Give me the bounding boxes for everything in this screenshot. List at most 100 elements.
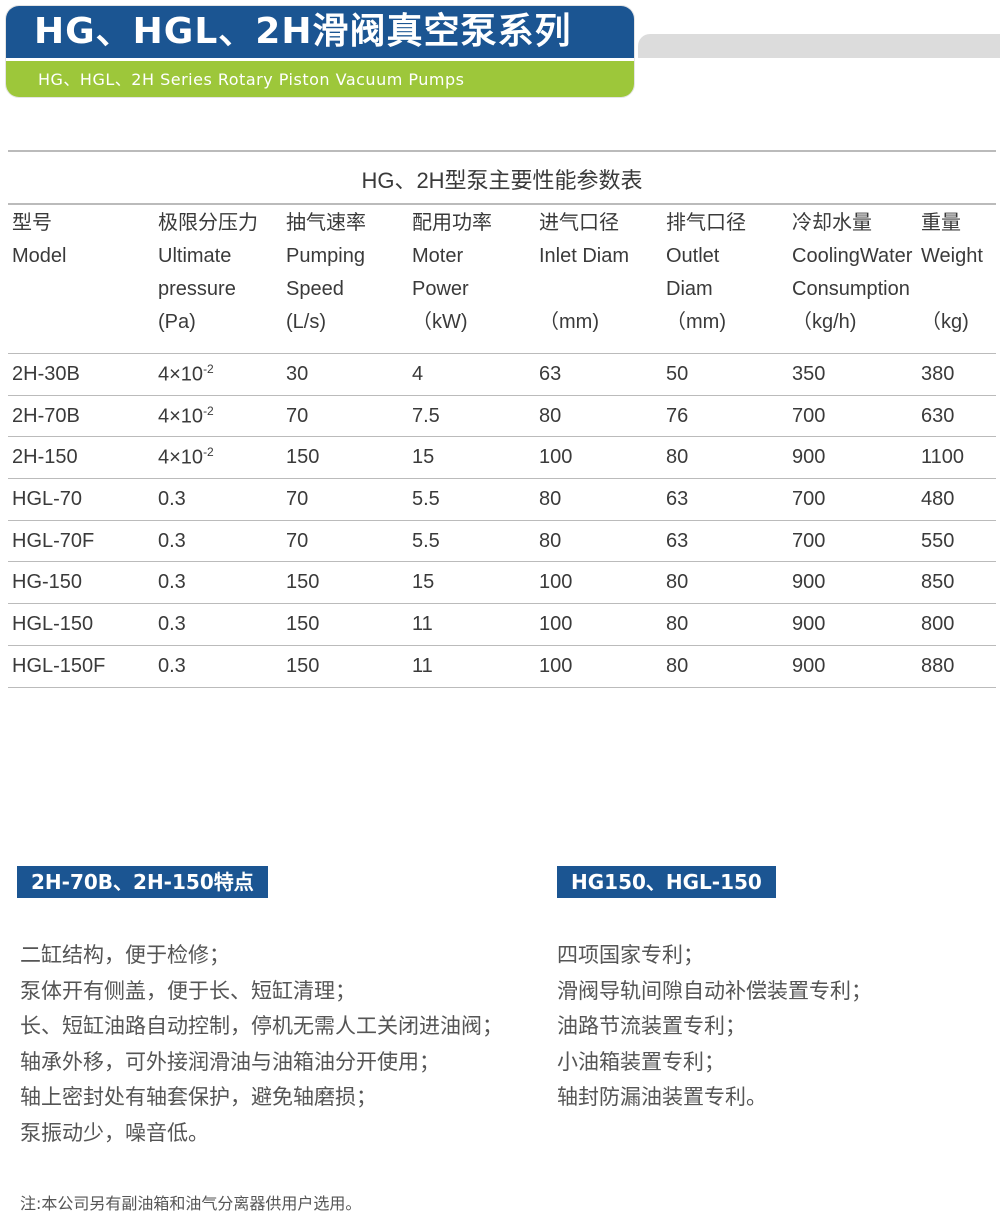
cell-weight: 800: [917, 603, 996, 646]
column-header-line: Diam: [666, 278, 713, 300]
column-header-line: Pumping: [286, 245, 365, 267]
cell-inlet: 100: [535, 603, 662, 646]
column-header-line: Weight: [921, 245, 983, 267]
cell-inlet: 63: [535, 353, 662, 396]
cell-weight: 480: [917, 478, 996, 521]
cell-power: 11: [408, 645, 535, 688]
cell-power: 4: [408, 353, 535, 396]
cell-pressure: 4×10-2: [154, 395, 282, 438]
cell-water: 900: [788, 645, 917, 688]
features-right-list: 四项国家专利； 滑阀导轨间隙自动补偿装置专利； 油路节流装置专利； 小油箱装置专利； 轴…: [557, 938, 872, 1116]
cell-water: 700: [788, 520, 917, 563]
cell-outlet: 80: [662, 561, 788, 605]
cell-water: 900: [788, 436, 917, 480]
spec-table: HG、2H型泵主要性能参数表 型号 Model 极限分压力 Ultimate press…: [8, 150, 996, 688]
cell-outlet: 76: [662, 395, 788, 438]
cell-water: 350: [788, 353, 917, 396]
decorative-bar: [638, 34, 1000, 58]
column-header-line: [12, 273, 154, 306]
cell-inlet: 80: [535, 478, 662, 521]
column-header-line: 配用功率: [412, 212, 492, 234]
features-left-list: 二缸结构，便于检修； 泵体开有侧盖，便于长、短缸清理； 长、短缸油路自动控制，停机无…: [20, 938, 503, 1151]
column-header-line: 极限分压力: [158, 212, 258, 234]
cell-pressure: 0.3: [154, 645, 282, 688]
cell-outlet: 80: [662, 436, 788, 480]
feature-item: 泵振动少，噪音低。: [20, 1120, 209, 1145]
cell-speed: 70: [282, 478, 408, 521]
column-header-line: [921, 273, 996, 306]
page-subtitle: HG、HGL、2H Series Rotary Piston Vacuum Pu…: [6, 58, 634, 97]
cell-power: 5.5: [408, 520, 535, 563]
column-header-line: Model: [12, 245, 67, 267]
cell-weight: 850: [917, 561, 996, 605]
cell-power: 5.5: [408, 478, 535, 521]
column-header-line: CoolingWater: [792, 245, 913, 267]
cell-power: 7.5: [408, 395, 535, 438]
column-header-line: 型号: [12, 212, 52, 234]
page-title: HG、HGL、2H滑阀真空泵系列: [6, 6, 634, 58]
table-row: 2H-70B 4×10-2 70 7.5 80 76 700 630: [8, 395, 996, 438]
cell-pressure: 4×10-2: [154, 436, 282, 480]
cell-speed: 150: [282, 603, 408, 646]
column-header-line: [539, 273, 662, 306]
table-row: HG-150 0.3 150 15 100 80 900 850: [8, 561, 996, 605]
column-header-line: Ultimate: [158, 245, 232, 267]
column-header-line: （kg): [921, 311, 969, 333]
column-header-line: （kg/h): [792, 311, 857, 333]
cell-outlet: 50: [662, 353, 788, 396]
features-left-title: 2H-70B、2H-150特点: [17, 866, 268, 898]
column-header: 排气口径 Outlet Diam （mm): [662, 205, 788, 354]
cell-water: 700: [788, 478, 917, 521]
table-caption: HG、2H型泵主要性能参数表: [8, 150, 996, 205]
cell-speed: 150: [282, 645, 408, 688]
cell-model: HGL-150F: [8, 645, 154, 688]
cell-pressure: 0.3: [154, 561, 282, 605]
cell-model: HGL-70: [8, 478, 154, 521]
cell-model: 2H-30B: [8, 353, 154, 396]
cell-inlet: 100: [535, 645, 662, 688]
cell-pressure: 0.3: [154, 478, 282, 521]
cell-outlet: 63: [662, 478, 788, 521]
feature-item: 滑阀导轨间隙自动补偿装置专利；: [557, 978, 872, 1003]
column-header: 极限分压力 Ultimate pressure (Pa): [154, 205, 282, 354]
feature-item: 长、短缸油路自动控制，停机无需人工关闭进油阀；: [20, 1014, 503, 1038]
cell-inlet: 80: [535, 520, 662, 563]
table-row: HGL-150 0.3 150 11 100 80 900 800: [8, 603, 996, 646]
cell-outlet: 80: [662, 603, 788, 646]
cell-inlet: 100: [535, 436, 662, 480]
feature-item: 轴封防漏油装置专利。: [557, 1085, 767, 1109]
cell-outlet: 80: [662, 645, 788, 688]
column-header-line: Moter: [412, 245, 464, 267]
column-header-line: 抽气速率: [286, 212, 366, 234]
cell-power: 11: [408, 603, 535, 646]
cell-speed: 150: [282, 561, 408, 605]
cell-inlet: 100: [535, 561, 662, 605]
cell-model: HGL-70F: [8, 520, 154, 563]
cell-weight: 1100: [917, 436, 996, 480]
cell-water: 900: [788, 561, 917, 605]
column-header-line: (Pa): [158, 311, 196, 333]
column-header: 型号 Model: [8, 205, 154, 354]
column-header-line: Consumption: [792, 278, 910, 300]
feature-item: 四项国家专利；: [557, 943, 704, 967]
cell-water: 700: [788, 395, 917, 438]
features-right-title: HG150、HGL-150: [557, 866, 776, 898]
cell-outlet: 63: [662, 520, 788, 563]
column-header-line: pressure: [158, 278, 236, 300]
column-header: 抽气速率 Pumping Speed (L/s): [282, 205, 408, 354]
table-row: 2H-30B 4×10-2 30 4 63 50 350 380: [8, 353, 996, 396]
cell-model: HG-150: [8, 561, 154, 605]
column-header-line: 冷却水量: [792, 212, 872, 234]
cell-pressure: 4×10-2: [154, 353, 282, 396]
cell-model: 2H-150: [8, 436, 154, 480]
table-row: HGL-150F 0.3 150 11 100 80 900 880: [8, 645, 996, 688]
column-header-line: （kW): [412, 311, 468, 333]
cell-weight: 550: [917, 520, 996, 563]
footnote: 注:本公司另有副油箱和油气分离器供用户选用。: [20, 1194, 362, 1213]
column-header-line: （mm): [666, 311, 726, 333]
cell-model: 2H-70B: [8, 395, 154, 438]
column-header-line: Outlet: [666, 245, 720, 267]
cell-weight: 880: [917, 645, 996, 688]
column-header-line: 排气口径: [666, 212, 746, 234]
column-header-line: [12, 306, 154, 339]
